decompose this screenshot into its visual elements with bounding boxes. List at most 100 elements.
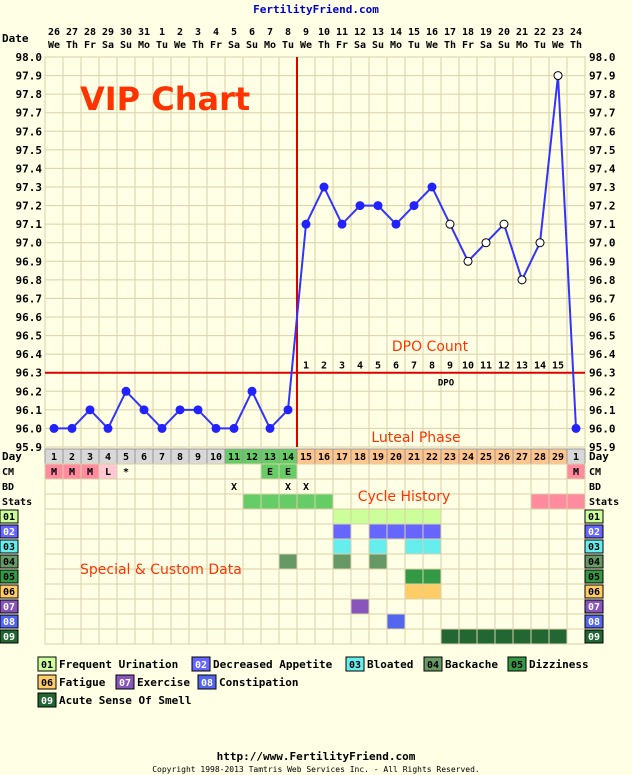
bd-cell <box>170 478 190 495</box>
day-number: 12 <box>246 452 258 463</box>
date-weekday: We <box>48 40 60 51</box>
symptom-cell <box>314 523 334 540</box>
symptom-cell <box>62 613 82 630</box>
legend-swatch <box>37 656 57 672</box>
temp-point-open <box>517 275 527 285</box>
dpo-label: DPO <box>438 379 455 389</box>
symptom-code-box <box>0 569 19 584</box>
legend-swatch <box>191 656 211 672</box>
symptom-cell <box>440 523 460 540</box>
cm-cell <box>134 463 154 480</box>
cm-cell <box>242 463 262 480</box>
symptom-cell <box>296 523 316 540</box>
symptom-cell <box>386 553 406 570</box>
temp-point-open <box>535 238 545 248</box>
symptom-cell <box>152 538 172 555</box>
symptom-cell <box>476 613 496 630</box>
symptom-cell <box>44 568 64 585</box>
symptom-cell <box>314 598 334 615</box>
day-number: 28 <box>534 452 546 463</box>
stats-cell <box>170 493 190 510</box>
date-number: 15 <box>408 27 420 38</box>
symptom-cell <box>152 508 172 525</box>
cm-value: E <box>267 467 273 478</box>
symptom-cell <box>260 628 280 645</box>
date-weekday: Su <box>498 40 510 51</box>
symptom-cell <box>260 523 280 540</box>
day-number: 25 <box>480 452 492 463</box>
symptom-cell <box>62 568 82 585</box>
date-weekday: Fr <box>462 40 474 51</box>
bd-cell <box>332 478 352 495</box>
symptom-cell-filled <box>440 628 460 645</box>
symptom-cell <box>98 628 118 645</box>
date-number: 30 <box>120 27 132 38</box>
bd-cell <box>260 478 280 495</box>
symptom-cell-filled <box>530 628 550 645</box>
symptom-cell-filled <box>422 508 442 525</box>
legend-code: 04 <box>427 660 439 671</box>
symptom-cell <box>566 538 586 555</box>
symptom-cell <box>260 568 280 585</box>
symptom-code-box <box>584 569 604 584</box>
symptom-cell <box>134 508 154 525</box>
symptom-cell <box>314 568 334 585</box>
symptom-cell <box>260 583 280 600</box>
dpo-number: 9 <box>447 361 453 372</box>
date-weekday: Mo <box>138 40 150 51</box>
dpo-number: 8 <box>429 361 435 372</box>
symptom-cell <box>44 523 64 540</box>
date-number: 4 <box>213 27 219 38</box>
symptom-cell <box>188 583 208 600</box>
y-tick-label-left: 95.9 <box>16 441 43 454</box>
y-tick-label-right: 97.5 <box>589 144 616 157</box>
day-number: 11 <box>228 452 240 463</box>
symptom-cell <box>458 613 478 630</box>
date-number: 27 <box>66 27 78 38</box>
temp-point <box>247 386 257 396</box>
stats-cell <box>314 493 334 510</box>
symptom-cell <box>80 583 100 600</box>
symptom-cell <box>476 598 496 615</box>
symptom-cell <box>332 583 352 600</box>
stats-cell <box>296 493 316 510</box>
cm-value: M <box>51 467 57 478</box>
symptom-cell <box>332 598 352 615</box>
legend-code: 07 <box>119 678 131 689</box>
dpo-number: 10 <box>462 361 474 372</box>
date-number: 24 <box>570 27 582 38</box>
symptom-cell <box>422 598 442 615</box>
y-tick-label-left: 97.2 <box>16 200 43 213</box>
stats-cell <box>188 493 208 510</box>
date-weekday: Sa <box>102 40 114 51</box>
symptom-cell <box>224 523 244 540</box>
bd-cell <box>494 478 514 495</box>
symptom-cell <box>440 553 460 570</box>
day-number: 4 <box>105 452 111 463</box>
date-weekday: We <box>426 40 438 51</box>
stats-cell <box>278 493 298 510</box>
temp-point-open <box>463 256 473 266</box>
cm-cell <box>494 463 514 480</box>
y-tick-label-left: 98.0 <box>16 51 43 64</box>
symptom-cell <box>80 538 100 555</box>
stats-cell <box>116 493 136 510</box>
legend-code: 08 <box>201 678 213 689</box>
symptom-cell <box>512 598 532 615</box>
dpo-number: 7 <box>411 361 417 372</box>
symptom-cell <box>278 568 298 585</box>
symptom-cell <box>260 613 280 630</box>
symptom-cell <box>296 583 316 600</box>
date-weekday: Mo <box>516 40 528 51</box>
temp-point <box>85 405 95 415</box>
symptom-cell <box>188 613 208 630</box>
symptom-cell <box>134 613 154 630</box>
day-number: 9 <box>195 452 201 463</box>
symptom-cell <box>116 583 136 600</box>
symptom-cell-filled <box>350 508 370 525</box>
cm-cell <box>206 463 226 480</box>
bd-cell <box>512 478 532 495</box>
symptom-cell <box>278 628 298 645</box>
y-tick-label-left: 96.0 <box>16 422 43 435</box>
symptom-cell <box>188 538 208 555</box>
